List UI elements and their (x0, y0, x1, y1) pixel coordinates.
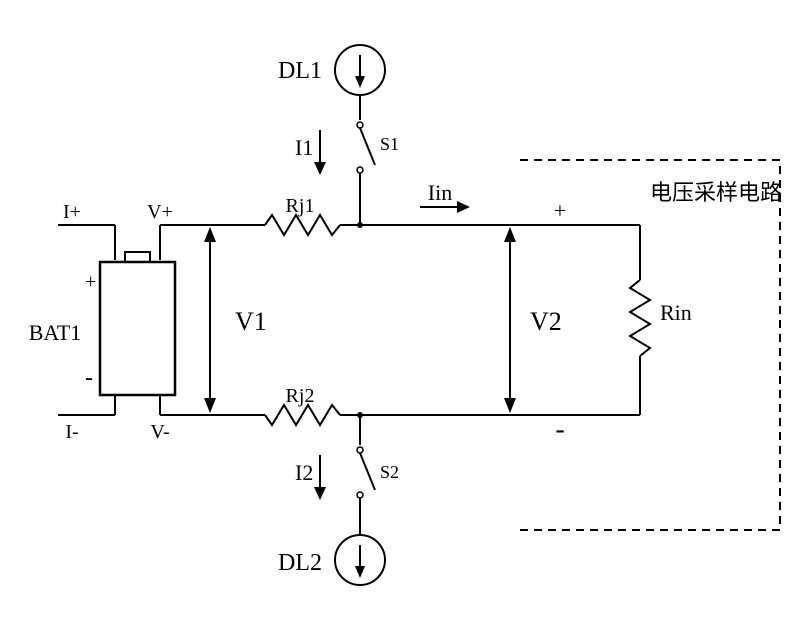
minus-right: - (555, 414, 564, 445)
sampling-circuit-label: 电压采样电路 (650, 180, 782, 205)
iin-arrow: Iin (420, 180, 470, 213)
current-source-dl2: DL2 (278, 535, 385, 585)
dl2-label: DL2 (278, 550, 322, 576)
s1-label: S1 (380, 134, 399, 154)
rin-label: Rin (660, 300, 692, 325)
plus-right: + (554, 198, 566, 223)
i-minus-label: I- (65, 421, 78, 443)
resistor-rj1: Rj1 (265, 195, 340, 235)
s2-label: S2 (380, 462, 399, 482)
bat-plus: + (85, 271, 96, 293)
v1-arrow: V1 (204, 227, 267, 413)
i1-arrow: I1 (295, 130, 326, 175)
i2-label: I2 (295, 460, 313, 485)
bat-minus: - (85, 365, 93, 391)
i-plus-label: I+ (63, 201, 81, 223)
resistor-rin: Rin (630, 280, 692, 356)
resistor-rj2: Rj2 (265, 385, 340, 425)
switch-s1: S1 (357, 122, 399, 173)
bat1-label: BAT1 (29, 320, 82, 345)
battery-bat1: BAT1 + - (29, 225, 175, 415)
v1-label: V1 (235, 307, 267, 336)
v-minus-label: V- (150, 421, 169, 443)
iin-label: Iin (428, 180, 452, 205)
i1-label: I1 (295, 135, 313, 160)
v2-label: V2 (530, 307, 562, 336)
i2-arrow: I2 (295, 455, 326, 500)
rj1-label: Rj1 (286, 195, 315, 217)
current-source-dl1: DL1 (278, 45, 385, 95)
circuit-diagram: 电压采样电路 DL1 S1 I1 Rj1 Iin (0, 0, 800, 623)
switch-s2: S2 (357, 447, 399, 498)
dl1-label: DL1 (278, 58, 322, 84)
rj2-label: Rj2 (286, 385, 315, 407)
v2-arrow: V2 (504, 227, 562, 413)
v-plus-label: V+ (147, 201, 173, 223)
